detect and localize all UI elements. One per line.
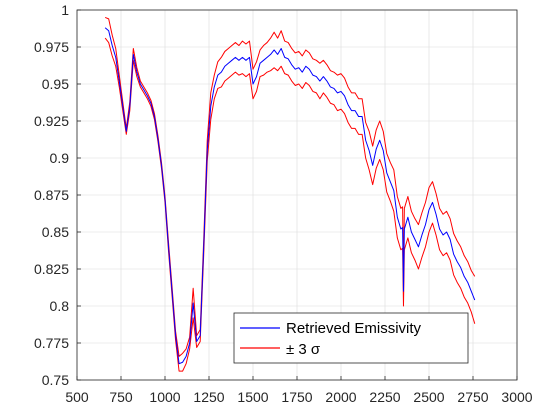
y-tick-label: 0.925 xyxy=(34,113,69,129)
y-tick-label: 0.975 xyxy=(34,39,69,55)
x-tick-label: 3000 xyxy=(501,389,532,405)
series-line-retrieved-emissivity xyxy=(104,27,476,365)
x-tick-label: 1750 xyxy=(281,389,312,405)
tick-marks xyxy=(76,9,518,381)
series-group xyxy=(104,16,476,372)
x-tick-label: 2000 xyxy=(325,389,356,405)
legend: Retrieved Emissivity ± 3 σ xyxy=(233,312,469,364)
x-tick-label: 1000 xyxy=(149,389,180,405)
y-tick-label: 0.75 xyxy=(42,372,69,388)
y-tick-label: 1 xyxy=(61,2,69,18)
x-tick-labels: 500 750 1000 1250 1500 1750 2000 2250 2500 2750 30… xyxy=(65,389,532,405)
x-tick-label: 2250 xyxy=(369,389,400,405)
x-tick-label: 2500 xyxy=(413,389,444,405)
x-tick-label: 2750 xyxy=(457,389,488,405)
y-tick-label: 0.8 xyxy=(50,298,70,314)
y-tick-label: 0.775 xyxy=(34,335,69,351)
y-tick-label: 0.85 xyxy=(42,224,69,240)
legend-label-emissivity: Retrieved Emissivity xyxy=(286,320,422,337)
y-tick-label: 0.875 xyxy=(34,187,69,203)
legend-label-sigma: ± 3 σ xyxy=(286,341,321,358)
x-tick-label: 500 xyxy=(65,389,89,405)
y-tick-label: 0.9 xyxy=(50,150,70,166)
x-tick-label: 1500 xyxy=(237,389,268,405)
x-tick-label: 1250 xyxy=(193,389,224,405)
y-tick-labels: 0.75 0.775 0.8 0.825 0.85 0.875 0.9 0.925 0.95 0.… xyxy=(34,2,69,388)
x-tick-label: 750 xyxy=(109,389,133,405)
legend-box xyxy=(233,312,469,364)
y-tick-label: 0.95 xyxy=(42,76,69,92)
y-tick-label: 0.825 xyxy=(34,261,69,277)
